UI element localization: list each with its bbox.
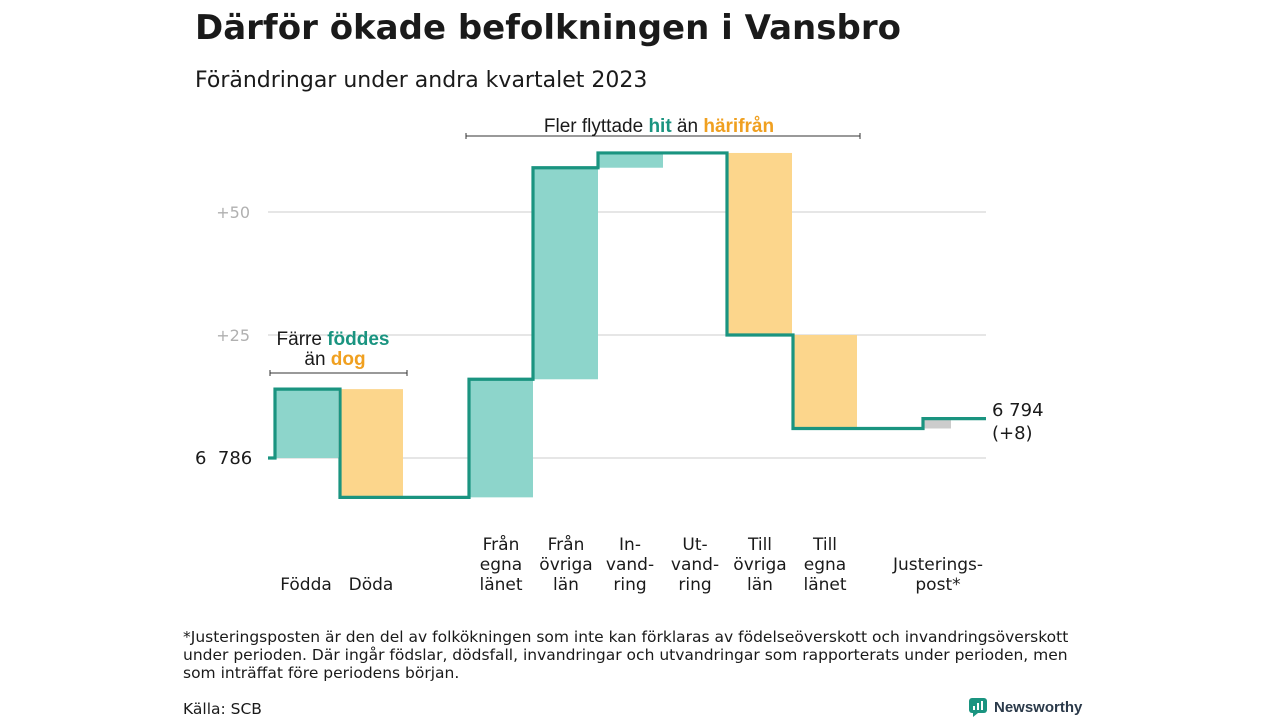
cumulative-step-line xyxy=(268,151,986,499)
migration-annotation: Fler flyttade hit än härifrån xyxy=(544,116,774,137)
category-label-till-ovriga-lan: övriga xyxy=(733,555,786,575)
category-label-utvandring: vand- xyxy=(671,555,719,575)
births-annotation: än dog xyxy=(304,349,365,370)
chart-subtitle: Förändringar under andra kvartalet 2023 xyxy=(195,68,648,93)
category-label-invandring: In- xyxy=(619,535,641,555)
category-label-till-egna-lanet: egna xyxy=(804,555,846,575)
bar-till-ovriga-lan xyxy=(727,152,792,335)
migration-annotation-part: härifrån xyxy=(703,116,774,137)
category-label-utvandring: Ut- xyxy=(682,535,707,555)
migration-annotation-part: Fler flyttade xyxy=(544,116,649,137)
category-label-fran-egna-lanet: Från xyxy=(483,534,520,555)
bar-fran-egna-lanet xyxy=(469,379,533,498)
births-annotation-part: föddes xyxy=(327,329,389,350)
newsworthy-icon xyxy=(969,698,987,717)
chart-title: Därför ökade befolkningen i Vansbro xyxy=(195,8,901,48)
category-label-invandring: ring xyxy=(613,575,646,595)
category-label-till-egna-lanet: Till xyxy=(812,535,837,555)
category-label-utvandring: ring xyxy=(678,575,711,595)
source-label: Källa: SCB xyxy=(183,700,262,718)
migration-annotation-part: hit xyxy=(648,116,672,137)
bar-justeringspost xyxy=(923,418,951,429)
footnote: *Justeringsposten är den del av folkökni… xyxy=(183,628,1069,682)
bar-fran-ovriga-lan xyxy=(533,167,598,380)
category-label-till-egna-lanet: länet xyxy=(803,575,846,595)
category-label-fran-ovriga-lan: Från xyxy=(548,534,585,555)
category-label-invandring: vand- xyxy=(606,555,654,575)
bar-till-egna-lanet xyxy=(793,335,857,429)
category-label-justeringspost: Justerings- xyxy=(892,555,983,575)
category-label-fran-egna-lanet: egna xyxy=(480,555,522,575)
births-annotation-part: dog xyxy=(331,349,366,370)
births-annotation-part: Färre xyxy=(277,329,328,350)
category-label-till-ovriga-lan: län xyxy=(747,575,773,595)
ytick-label: +50 xyxy=(216,203,250,222)
category-label-fran-ovriga-lan: övriga xyxy=(539,555,592,575)
category-label-fodda: Födda xyxy=(280,575,332,595)
category-label-till-ovriga-lan: Till xyxy=(747,535,772,555)
bar-fodda xyxy=(275,389,338,458)
bar-invandring xyxy=(598,152,663,168)
ytick-label: +25 xyxy=(216,326,250,345)
category-label-fran-egna-lanet: länet xyxy=(479,575,522,595)
brand-logo: Newsworthy xyxy=(968,697,1082,717)
category-label-doda: Döda xyxy=(349,575,394,595)
brand-name: Newsworthy xyxy=(994,698,1083,716)
start-value-label: 6 786 xyxy=(195,448,252,469)
migration-annotation-part: än xyxy=(672,116,704,137)
end-change-label: (+8) xyxy=(992,423,1033,444)
category-label-fran-ovriga-lan: län xyxy=(553,575,579,595)
bar-doda xyxy=(340,389,403,498)
end-value-label: 6 794 xyxy=(992,400,1044,421)
births-annotation: Färre föddes xyxy=(277,329,390,350)
births-annotation-part: än xyxy=(304,349,330,370)
category-label-justeringspost: post* xyxy=(915,575,960,595)
